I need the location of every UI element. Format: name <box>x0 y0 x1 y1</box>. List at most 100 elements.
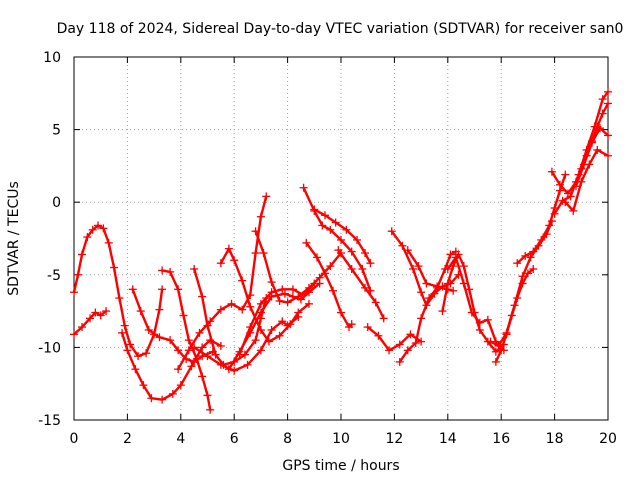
data-point <box>280 289 289 298</box>
data-point <box>211 350 220 359</box>
data-point <box>403 246 412 255</box>
series-line <box>120 331 223 401</box>
data-point <box>216 341 225 350</box>
x-tick-label: 12 <box>385 431 403 447</box>
data-point <box>358 264 367 273</box>
data-point <box>70 288 78 297</box>
data-point <box>142 349 151 358</box>
data-point <box>387 227 396 236</box>
data-point <box>363 323 372 332</box>
data-point <box>278 317 287 326</box>
grid <box>74 57 608 420</box>
series-line <box>366 325 423 352</box>
data-point <box>328 286 337 295</box>
data-point <box>491 357 500 366</box>
data-point <box>409 264 418 273</box>
series-track-aa <box>550 87 612 218</box>
data-point <box>579 160 588 169</box>
series-track-u <box>443 253 508 355</box>
data-point <box>459 279 468 288</box>
data-point <box>198 292 207 301</box>
data-point <box>518 272 527 281</box>
x-tick-labels: 0 2 4 6 8 10 12 14 16 18 20 <box>70 431 617 447</box>
data-point <box>417 288 426 297</box>
series-track-n <box>302 238 356 332</box>
data-point <box>224 244 233 253</box>
data-point <box>347 320 356 329</box>
data-point <box>483 315 492 324</box>
series-track-m <box>299 183 375 295</box>
series-track-c <box>118 328 225 404</box>
data-point <box>158 266 167 275</box>
data-point <box>198 372 207 381</box>
data-point <box>353 235 362 244</box>
data-point <box>96 311 105 320</box>
y-tick-label: -5 <box>47 268 61 284</box>
data-point <box>104 238 113 247</box>
data-point <box>304 283 313 292</box>
series-track-h <box>174 192 271 374</box>
data-point <box>326 262 335 271</box>
data-point <box>259 249 268 258</box>
series-line <box>192 315 300 372</box>
data-point <box>569 206 578 215</box>
data-point <box>326 225 335 234</box>
data-point <box>395 340 404 349</box>
data-point <box>545 221 554 230</box>
data-point <box>203 391 212 400</box>
data-point <box>331 218 340 227</box>
data-point <box>529 264 538 273</box>
data-point <box>283 321 292 330</box>
data-point <box>216 305 225 314</box>
data-point <box>168 389 177 398</box>
data-point <box>166 336 175 345</box>
data-point <box>379 314 388 323</box>
data-point <box>74 270 83 279</box>
data-point <box>555 180 564 189</box>
series-line <box>72 309 108 336</box>
chart-title: Day 118 of 2024, Sidereal Day-to-day VTE… <box>57 21 624 37</box>
data-point <box>334 246 343 255</box>
data-point <box>433 282 442 291</box>
data-point <box>155 305 164 314</box>
data-point <box>417 337 426 346</box>
data-point <box>537 235 546 244</box>
series-track-o <box>310 205 375 268</box>
data-point <box>513 259 522 268</box>
data-point <box>192 355 201 364</box>
data-point <box>155 333 164 342</box>
data-point <box>310 205 319 214</box>
data-point <box>187 362 196 371</box>
data-point <box>571 182 580 191</box>
data-point <box>78 250 87 259</box>
data-point <box>475 318 484 327</box>
data-point <box>256 212 265 221</box>
data-point <box>438 307 447 316</box>
x-tick-label: 10 <box>332 431 350 447</box>
data-point <box>366 259 375 268</box>
data-point <box>467 308 476 317</box>
data-point <box>238 305 247 314</box>
data-point <box>491 347 500 356</box>
data-point <box>251 336 260 345</box>
data-point <box>347 247 356 256</box>
series-line <box>192 267 268 366</box>
data-point <box>374 331 383 340</box>
data-point <box>566 192 575 201</box>
data-point <box>115 294 124 303</box>
data-point <box>320 211 329 220</box>
data-point <box>443 285 452 294</box>
data-point <box>147 394 156 403</box>
data-point <box>203 352 212 361</box>
data-point <box>128 285 137 294</box>
data-point <box>91 308 100 317</box>
series-line <box>564 148 610 213</box>
data-point <box>227 299 236 308</box>
data-point <box>302 238 311 247</box>
x-tick-label: 6 <box>230 431 239 447</box>
data-point <box>604 99 612 108</box>
data-point <box>190 264 199 273</box>
data-point <box>288 285 297 294</box>
y-tick-label: 10 <box>43 50 61 66</box>
